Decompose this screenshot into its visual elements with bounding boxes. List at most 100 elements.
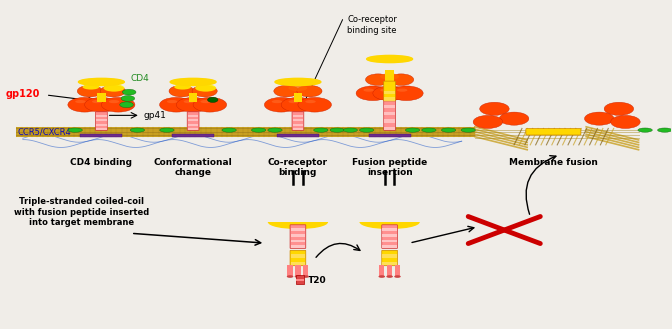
Ellipse shape bbox=[380, 89, 390, 92]
FancyBboxPatch shape bbox=[384, 100, 396, 130]
Bar bbox=[291, 234, 305, 237]
Text: CD4: CD4 bbox=[131, 74, 150, 83]
Bar bbox=[188, 114, 198, 116]
Ellipse shape bbox=[394, 275, 401, 278]
Bar bbox=[16, 127, 475, 137]
Ellipse shape bbox=[68, 128, 83, 132]
Ellipse shape bbox=[288, 100, 299, 103]
Text: T20: T20 bbox=[308, 276, 327, 285]
Ellipse shape bbox=[208, 97, 218, 102]
Bar bbox=[96, 119, 107, 121]
Ellipse shape bbox=[380, 73, 399, 80]
Ellipse shape bbox=[314, 128, 328, 132]
Bar bbox=[384, 97, 395, 101]
Text: CD4 binding: CD4 binding bbox=[71, 158, 132, 167]
Bar bbox=[293, 119, 303, 121]
Bar bbox=[384, 105, 395, 108]
Ellipse shape bbox=[442, 128, 456, 132]
Text: gp120: gp120 bbox=[6, 89, 40, 99]
Bar bbox=[384, 119, 395, 123]
Ellipse shape bbox=[200, 100, 211, 103]
Ellipse shape bbox=[193, 97, 226, 112]
FancyBboxPatch shape bbox=[382, 225, 397, 248]
Ellipse shape bbox=[274, 85, 299, 97]
FancyBboxPatch shape bbox=[187, 112, 199, 130]
Ellipse shape bbox=[611, 115, 640, 128]
Bar bbox=[291, 262, 305, 266]
Bar bbox=[293, 128, 303, 130]
Text: Membrane fusion: Membrane fusion bbox=[509, 158, 598, 167]
Ellipse shape bbox=[120, 102, 133, 108]
FancyBboxPatch shape bbox=[526, 128, 581, 135]
Ellipse shape bbox=[195, 84, 216, 92]
Ellipse shape bbox=[343, 128, 358, 132]
Text: CCR5/CXCR4: CCR5/CXCR4 bbox=[17, 128, 71, 137]
Ellipse shape bbox=[397, 89, 407, 92]
Ellipse shape bbox=[100, 85, 126, 97]
Bar bbox=[81, 134, 122, 137]
Bar bbox=[97, 93, 106, 102]
FancyBboxPatch shape bbox=[382, 250, 397, 266]
Bar bbox=[291, 228, 305, 231]
Bar bbox=[291, 245, 305, 248]
Bar bbox=[379, 266, 384, 276]
Ellipse shape bbox=[222, 128, 237, 132]
Bar bbox=[188, 124, 198, 126]
Bar bbox=[382, 254, 397, 258]
Bar bbox=[384, 112, 395, 115]
Bar bbox=[293, 124, 303, 126]
Bar bbox=[382, 262, 397, 266]
Ellipse shape bbox=[585, 112, 614, 125]
FancyBboxPatch shape bbox=[290, 225, 306, 248]
Bar bbox=[303, 266, 308, 276]
Ellipse shape bbox=[360, 215, 419, 228]
Ellipse shape bbox=[461, 128, 476, 132]
Bar bbox=[277, 134, 319, 137]
Bar bbox=[96, 124, 107, 126]
Bar bbox=[293, 114, 303, 116]
FancyBboxPatch shape bbox=[384, 81, 396, 101]
Ellipse shape bbox=[638, 128, 653, 132]
Ellipse shape bbox=[121, 95, 134, 101]
Bar bbox=[296, 275, 304, 284]
Text: Co-receptor
binding site: Co-receptor binding site bbox=[347, 15, 397, 35]
Ellipse shape bbox=[170, 78, 216, 86]
Ellipse shape bbox=[83, 84, 99, 89]
Ellipse shape bbox=[281, 97, 314, 112]
Ellipse shape bbox=[160, 128, 174, 132]
Ellipse shape bbox=[169, 85, 194, 97]
Bar bbox=[259, 212, 337, 222]
Ellipse shape bbox=[356, 86, 390, 101]
Ellipse shape bbox=[386, 275, 393, 278]
Ellipse shape bbox=[305, 100, 316, 103]
Ellipse shape bbox=[77, 85, 102, 97]
Bar bbox=[188, 128, 198, 130]
Ellipse shape bbox=[297, 85, 322, 97]
Ellipse shape bbox=[364, 89, 374, 92]
Bar bbox=[387, 266, 392, 276]
Ellipse shape bbox=[298, 97, 331, 112]
Ellipse shape bbox=[499, 112, 529, 125]
Ellipse shape bbox=[604, 102, 634, 115]
Ellipse shape bbox=[422, 128, 436, 132]
Ellipse shape bbox=[75, 100, 85, 103]
Ellipse shape bbox=[167, 100, 177, 103]
Bar bbox=[291, 240, 305, 242]
Ellipse shape bbox=[267, 128, 282, 132]
Ellipse shape bbox=[79, 78, 124, 86]
Bar bbox=[296, 279, 304, 281]
Ellipse shape bbox=[109, 100, 119, 103]
Ellipse shape bbox=[130, 128, 144, 132]
FancyBboxPatch shape bbox=[95, 112, 108, 130]
Bar bbox=[382, 245, 397, 248]
FancyBboxPatch shape bbox=[290, 250, 306, 266]
Ellipse shape bbox=[388, 74, 414, 86]
Bar bbox=[350, 212, 429, 222]
Bar bbox=[96, 114, 107, 116]
Bar bbox=[172, 134, 214, 137]
Bar bbox=[189, 93, 198, 102]
Ellipse shape bbox=[373, 86, 407, 101]
Ellipse shape bbox=[330, 128, 345, 132]
Ellipse shape bbox=[287, 275, 294, 278]
Ellipse shape bbox=[366, 74, 390, 86]
